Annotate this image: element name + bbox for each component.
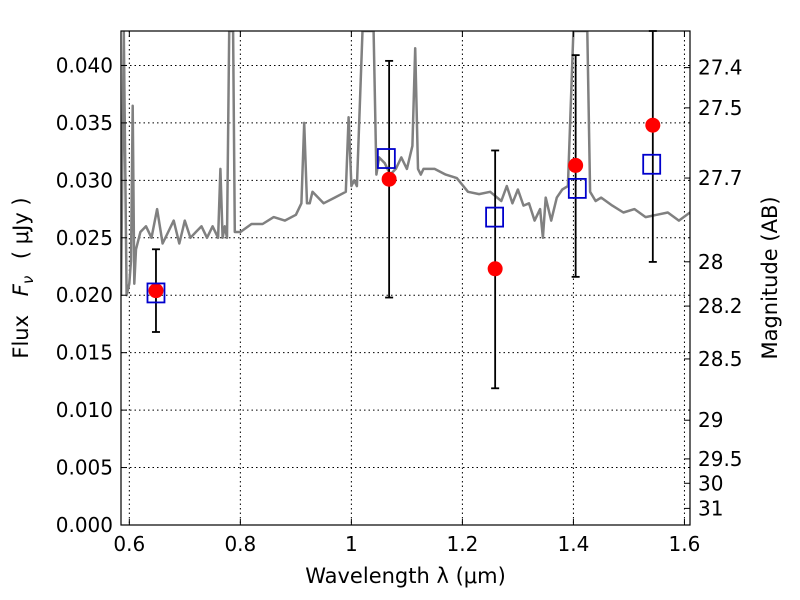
y-axis-label-subscript: ν <box>19 276 37 284</box>
y-tick-label: 0.040 <box>56 53 113 77</box>
y-tick-label: 0.000 <box>56 513 113 537</box>
y2-tick-label: 28 <box>698 250 723 274</box>
y2-tick-label: 29 <box>698 408 723 432</box>
marker-layer <box>146 117 662 304</box>
synthetic-point <box>485 206 504 228</box>
y2-tick-label: 28.2 <box>698 294 743 318</box>
y-tick-label: 0.015 <box>56 341 113 365</box>
y-tick-label: 0.035 <box>56 111 113 135</box>
grid <box>121 31 690 525</box>
y2-tick-label: 31 <box>698 496 723 520</box>
observed-point <box>568 157 584 173</box>
y2-tick-label: 30 <box>698 471 723 495</box>
y-tick-label: 0.020 <box>56 283 113 307</box>
synthetic-point <box>376 148 396 169</box>
x-tick-label: 1.2 <box>446 532 478 556</box>
y-axis-label: Flux Fν ( μJy ) <box>9 197 38 358</box>
data-layer <box>121 31 690 297</box>
x-axis-label: Wavelength λ (μm) <box>305 564 506 588</box>
model-spectrum-line <box>121 31 690 297</box>
y-tick-label: 0.010 <box>56 398 113 422</box>
observed-point <box>148 283 164 299</box>
ticks: 0.6 0.8 1 1.2 1.4 1.6 0.000 0.005 0.010 0.015 0.02… <box>56 31 743 556</box>
y-axis-label-prefix: Flux <box>9 315 33 359</box>
y-axis-label-symbol: F <box>9 283 33 296</box>
x-tick-label: 0.6 <box>113 532 145 556</box>
y2-tick-label: 27.5 <box>698 96 743 120</box>
y-tick-label: 0.005 <box>56 456 113 480</box>
y-tick-label: 0.030 <box>56 168 113 192</box>
synthetic-point <box>567 177 587 199</box>
y2-tick-label: 29.5 <box>698 447 743 471</box>
plot-frame <box>120 30 691 526</box>
x-tick-label: 1 <box>345 532 358 556</box>
y2-tick-label: 27.4 <box>698 56 743 80</box>
observed-point <box>381 171 397 187</box>
y2-axis-label: Magnitude (AB) <box>758 196 782 359</box>
observed-point <box>487 261 503 277</box>
observed-point <box>645 117 661 133</box>
y-tick-label: 0.025 <box>56 226 113 250</box>
x-tick-label: 0.8 <box>224 532 256 556</box>
y2-tick-label: 28.5 <box>698 347 743 371</box>
plot-background <box>121 31 690 525</box>
synthetic-point <box>146 282 166 304</box>
synthetic-point <box>642 153 662 175</box>
y2-tick-label: 27.7 <box>698 166 743 190</box>
x-tick-label: 1.6 <box>669 532 701 556</box>
x-tick-label: 1.4 <box>558 532 590 556</box>
y-axis-label-unit: ( μJy ) <box>9 197 33 259</box>
